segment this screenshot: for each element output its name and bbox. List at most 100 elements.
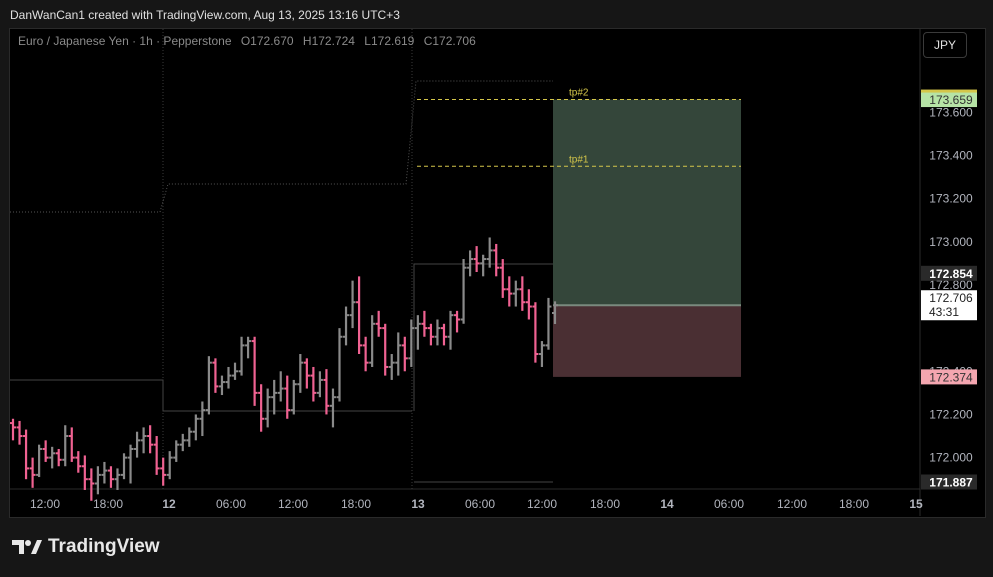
profit-zone [553, 99, 741, 306]
ohlc-bar [238, 336, 245, 376]
x-tick-label: 12:00 [777, 497, 807, 511]
ohlc-bar [284, 375, 291, 419]
ohlc-bar [88, 468, 95, 501]
y-tick-label: 172.200 [929, 407, 973, 421]
ohlc-bar [29, 457, 36, 488]
chart-title: DanWanCan1 created with TradingView.com,… [10, 8, 400, 22]
bar-countdown: 43:31 [929, 305, 959, 319]
x-tick-label: 15 [909, 497, 923, 511]
tp-label-accent [921, 89, 977, 93]
ohlc-bar [127, 444, 134, 484]
ohlc-bar [36, 444, 43, 478]
tradingview-logo[interactable]: TradingView [12, 536, 160, 558]
ohlc-bar [362, 336, 369, 372]
symbol-legend: Euro / Japanese Yen · 1h · Pepperstone O… [18, 34, 482, 48]
ohlc-bar [251, 336, 258, 406]
ohlc-bar [153, 436, 160, 475]
ohlc-bar [303, 358, 310, 389]
ohlc-bar [297, 354, 304, 393]
ohlc-bar [316, 371, 323, 398]
ohlc-bar [16, 420, 23, 445]
ohlc-bar [454, 310, 461, 333]
ohlc-bar [369, 315, 376, 367]
ohlc-bar [179, 433, 186, 452]
ohlc-bar [147, 425, 154, 454]
y-tick-label: 173.600 [929, 105, 973, 119]
ohlc-bar [310, 366, 317, 402]
ohlc-bar [512, 280, 519, 307]
loss-zone [553, 305, 741, 377]
ohlc-bar [343, 306, 350, 346]
ohlc-close: C172.706 [423, 34, 476, 48]
ohlc-bar [245, 336, 252, 359]
target-label: tp#1 [569, 154, 589, 165]
ohlc-bar [290, 379, 297, 415]
symbol-name: Euro / Japanese Yen · 1h · Pepperstone [18, 34, 232, 48]
ohlc-bar [140, 427, 147, 454]
ohlc-low: L172.619 [364, 34, 415, 48]
price-label: 173.659 [929, 93, 973, 107]
ohlc-bar [107, 466, 114, 488]
ohlc-bar [199, 401, 206, 437]
ohlc-bar [114, 468, 121, 490]
ohlc-bar [395, 332, 402, 376]
ohlc-bar [525, 289, 532, 320]
tradingview-logo-icon [12, 540, 42, 554]
x-tick-label: 06:00 [216, 497, 246, 511]
y-tick-label: 173.000 [929, 235, 973, 249]
ohlc-high: H172.724 [302, 34, 355, 48]
price-label-bg [921, 92, 977, 108]
footer-brand: TradingView [48, 536, 160, 557]
range-box-left [10, 379, 412, 412]
ohlc-bar [271, 379, 278, 415]
x-tick-label: 14 [660, 497, 674, 511]
currency-button[interactable]: JPY [923, 32, 967, 58]
x-tick-label: 13 [411, 497, 425, 511]
price-label-bg [921, 290, 977, 321]
ohlc-bar [329, 388, 336, 428]
ohlc-bar [68, 427, 75, 462]
ohlc-bar [408, 319, 415, 367]
ohlc-bar [101, 461, 108, 484]
ohlc-bar [42, 440, 49, 462]
ohlc-bar [414, 315, 421, 350]
ohlc-bar [121, 453, 128, 480]
ohlc-bar [232, 362, 239, 380]
target-label: tp#2 [569, 88, 589, 99]
ohlc-bar [94, 466, 101, 495]
ohlc-bar [486, 237, 493, 268]
ohlc-bar [473, 246, 480, 273]
ohlc-bar [49, 446, 56, 469]
x-tick-label: 18:00 [341, 497, 371, 511]
ohlc-bar [323, 369, 330, 415]
ohlc-bar [551, 301, 558, 325]
ohlc-bar [421, 310, 428, 337]
chart-frame[interactable] [9, 28, 986, 518]
ohlc-bar [160, 457, 167, 486]
ohlc-bar [349, 280, 356, 329]
ohlc-bar [186, 427, 193, 447]
x-tick-label: 06:00 [465, 497, 495, 511]
ohlc-bar [493, 243, 500, 277]
ohlc-bar [519, 276, 526, 311]
ohlc-bar [388, 354, 395, 380]
price-label: 172.854 [929, 267, 973, 281]
ohlc-bar [258, 384, 265, 432]
ohlc-bar [75, 451, 82, 473]
ohlc-bar [336, 328, 343, 402]
ohlc-bar [81, 455, 88, 490]
price-label: 172.706 [929, 291, 973, 305]
x-tick-label: 12:00 [278, 497, 308, 511]
ohlc-bar [480, 254, 487, 277]
y-tick-label: 173.400 [929, 148, 973, 162]
ohlc-bar [218, 375, 225, 396]
x-tick-label: 06:00 [714, 497, 744, 511]
x-tick-label: 12:00 [527, 497, 557, 511]
x-tick-label: 18:00 [590, 497, 620, 511]
y-tick-label: 173.200 [929, 192, 973, 206]
ohlc-open: O172.670 [240, 34, 294, 48]
ohlc-bar [356, 276, 363, 355]
daily-high-step-line [10, 80, 553, 213]
ohlc-bar [23, 429, 30, 480]
